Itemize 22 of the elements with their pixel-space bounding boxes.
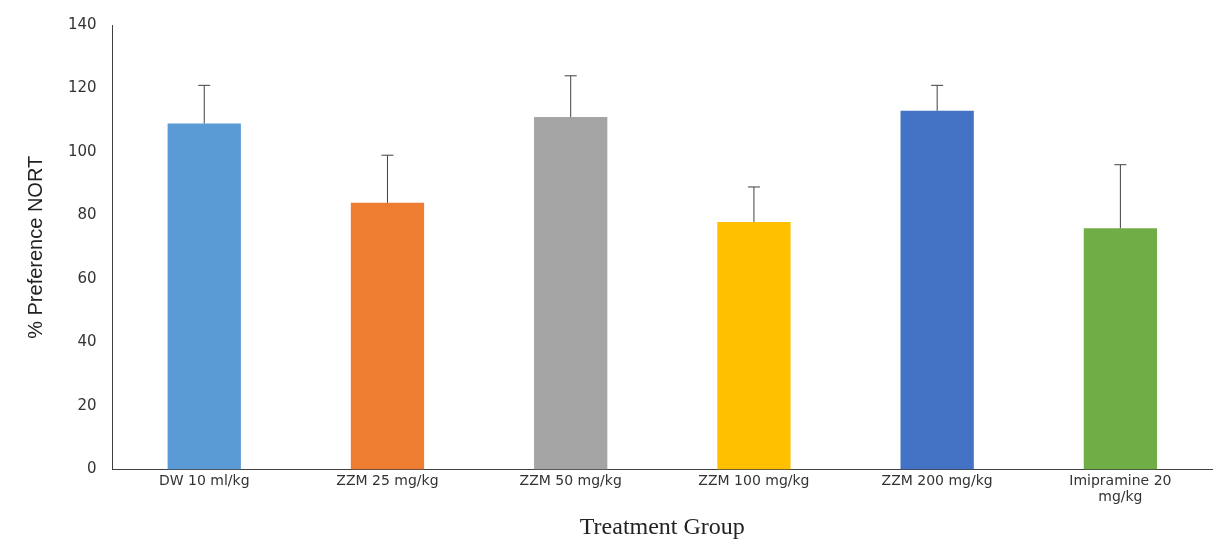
y-tick-label: 60	[77, 268, 97, 287]
y-tick-label: 80	[77, 205, 97, 224]
x-tick-label: DW 10 ml/kg	[158, 471, 250, 488]
x-axis-title: Treatment Group	[579, 512, 745, 539]
bar	[534, 117, 608, 470]
y-tick-label: 40	[77, 332, 97, 351]
y-tick-label: 140	[67, 14, 97, 33]
x-tick-label: ZZM 200 mg/kg	[881, 471, 993, 488]
bar	[350, 202, 425, 470]
x-tick-label: ZZM 100 mg/kg	[698, 471, 810, 488]
y-tick-label: 100	[67, 141, 97, 160]
bar	[900, 110, 974, 470]
bar	[1083, 228, 1158, 470]
x-tick-label: Imipramine 20 mg/kg	[1069, 471, 1172, 505]
bar	[167, 123, 241, 470]
y-axis-title: % Preference NORT	[23, 155, 46, 339]
y-tick-label: 0	[87, 459, 97, 478]
x-tick-label: ZZM 25 mg/kg	[336, 471, 439, 488]
x-tick-label: ZZM 50 mg/kg	[519, 471, 622, 488]
y-tick-label: 120	[67, 78, 97, 97]
bar	[717, 221, 791, 470]
y-tick-label: 20	[77, 395, 97, 414]
